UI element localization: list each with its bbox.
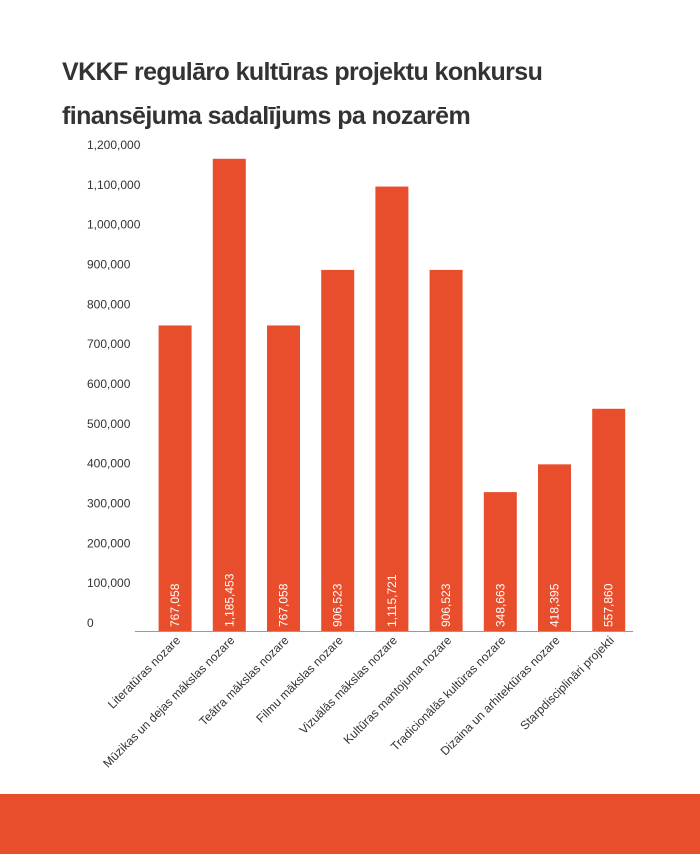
y-tick-label: 500,000 — [87, 417, 131, 431]
data-label: 906,523 — [331, 583, 345, 627]
bar — [483, 492, 517, 631]
y-tick-label: 200,000 — [87, 536, 131, 550]
data-label: 418,395 — [548, 583, 562, 627]
y-tick-label: 0 — [87, 616, 94, 630]
bar — [212, 158, 246, 631]
y-tick-label: 700,000 — [87, 337, 131, 351]
category-label: Tradicionālās kultūras nozare — [388, 633, 509, 754]
bar — [375, 186, 409, 631]
footer-band — [0, 794, 700, 854]
y-tick-label: 1,000,000 — [87, 218, 141, 232]
bar — [321, 269, 355, 631]
y-tick-label: 100,000 — [87, 576, 131, 590]
bar — [592, 408, 626, 631]
y-tick-label: 600,000 — [87, 377, 131, 391]
bar — [267, 325, 300, 631]
category-label: Teātra mākslas nozare — [196, 633, 291, 728]
y-tick-label: 1,100,000 — [87, 178, 141, 192]
data-label: 767,058 — [168, 583, 182, 627]
y-tick-label: 800,000 — [87, 297, 131, 311]
y-tick-label: 400,000 — [87, 457, 131, 471]
bar — [429, 269, 463, 631]
category-label: Kultūras mantojuma nozare — [341, 633, 455, 747]
data-label: 348,663 — [493, 583, 507, 627]
y-tick-label: 300,000 — [87, 497, 131, 511]
bar — [538, 464, 571, 631]
category-label: Vizuālās mākslas nozare — [296, 633, 400, 737]
data-label: 1,185,453 — [222, 573, 236, 627]
y-tick-label: 1,200,000 — [87, 138, 141, 152]
data-label: 906,523 — [439, 583, 453, 627]
data-label: 767,058 — [277, 583, 291, 627]
chart-title: VKKF regulāro kultūras projektu konkursu… — [62, 58, 543, 130]
data-label: 1,115,721 — [385, 574, 399, 627]
y-tick-label: 900,000 — [87, 258, 131, 272]
category-label: Starpdisciplināri projekti — [517, 633, 617, 733]
data-label: 557,860 — [602, 583, 616, 627]
bar — [158, 325, 192, 631]
